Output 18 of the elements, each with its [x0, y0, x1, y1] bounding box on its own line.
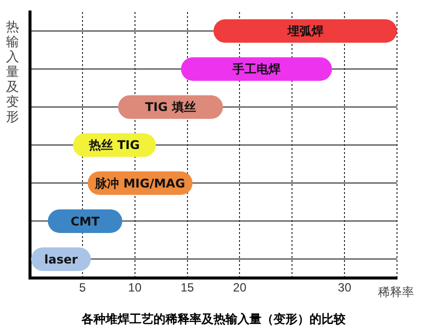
bar	[180, 57, 332, 81]
x-axis-title: 稀释率	[378, 284, 414, 301]
bar	[214, 19, 397, 43]
x-tick-label: 20	[233, 280, 247, 295]
y-tick-label: CMT	[70, 214, 100, 228]
text: 各种堆焊工艺的稀释率及热输入量（变形）的比较	[80, 312, 346, 326]
y-tick-label: laser	[44, 252, 78, 266]
y-tick-label: 埋弧焊	[286, 24, 324, 38]
y-tick-label: 手工电焊	[231, 62, 280, 76]
bar	[48, 209, 122, 233]
y-axis-title: 热输入量及变形	[6, 20, 20, 125]
y-tick-label: 热丝 TIG	[88, 138, 140, 152]
y-tick-label: TIG 填丝	[145, 100, 196, 114]
x-tick-label: 30	[338, 280, 352, 295]
x-tick-label: 10	[128, 280, 142, 295]
x-tick-label: 5	[79, 280, 86, 295]
x-tick-label: 15	[180, 280, 194, 295]
y-tick-label: 脉冲 MIG/MAG	[94, 176, 186, 190]
